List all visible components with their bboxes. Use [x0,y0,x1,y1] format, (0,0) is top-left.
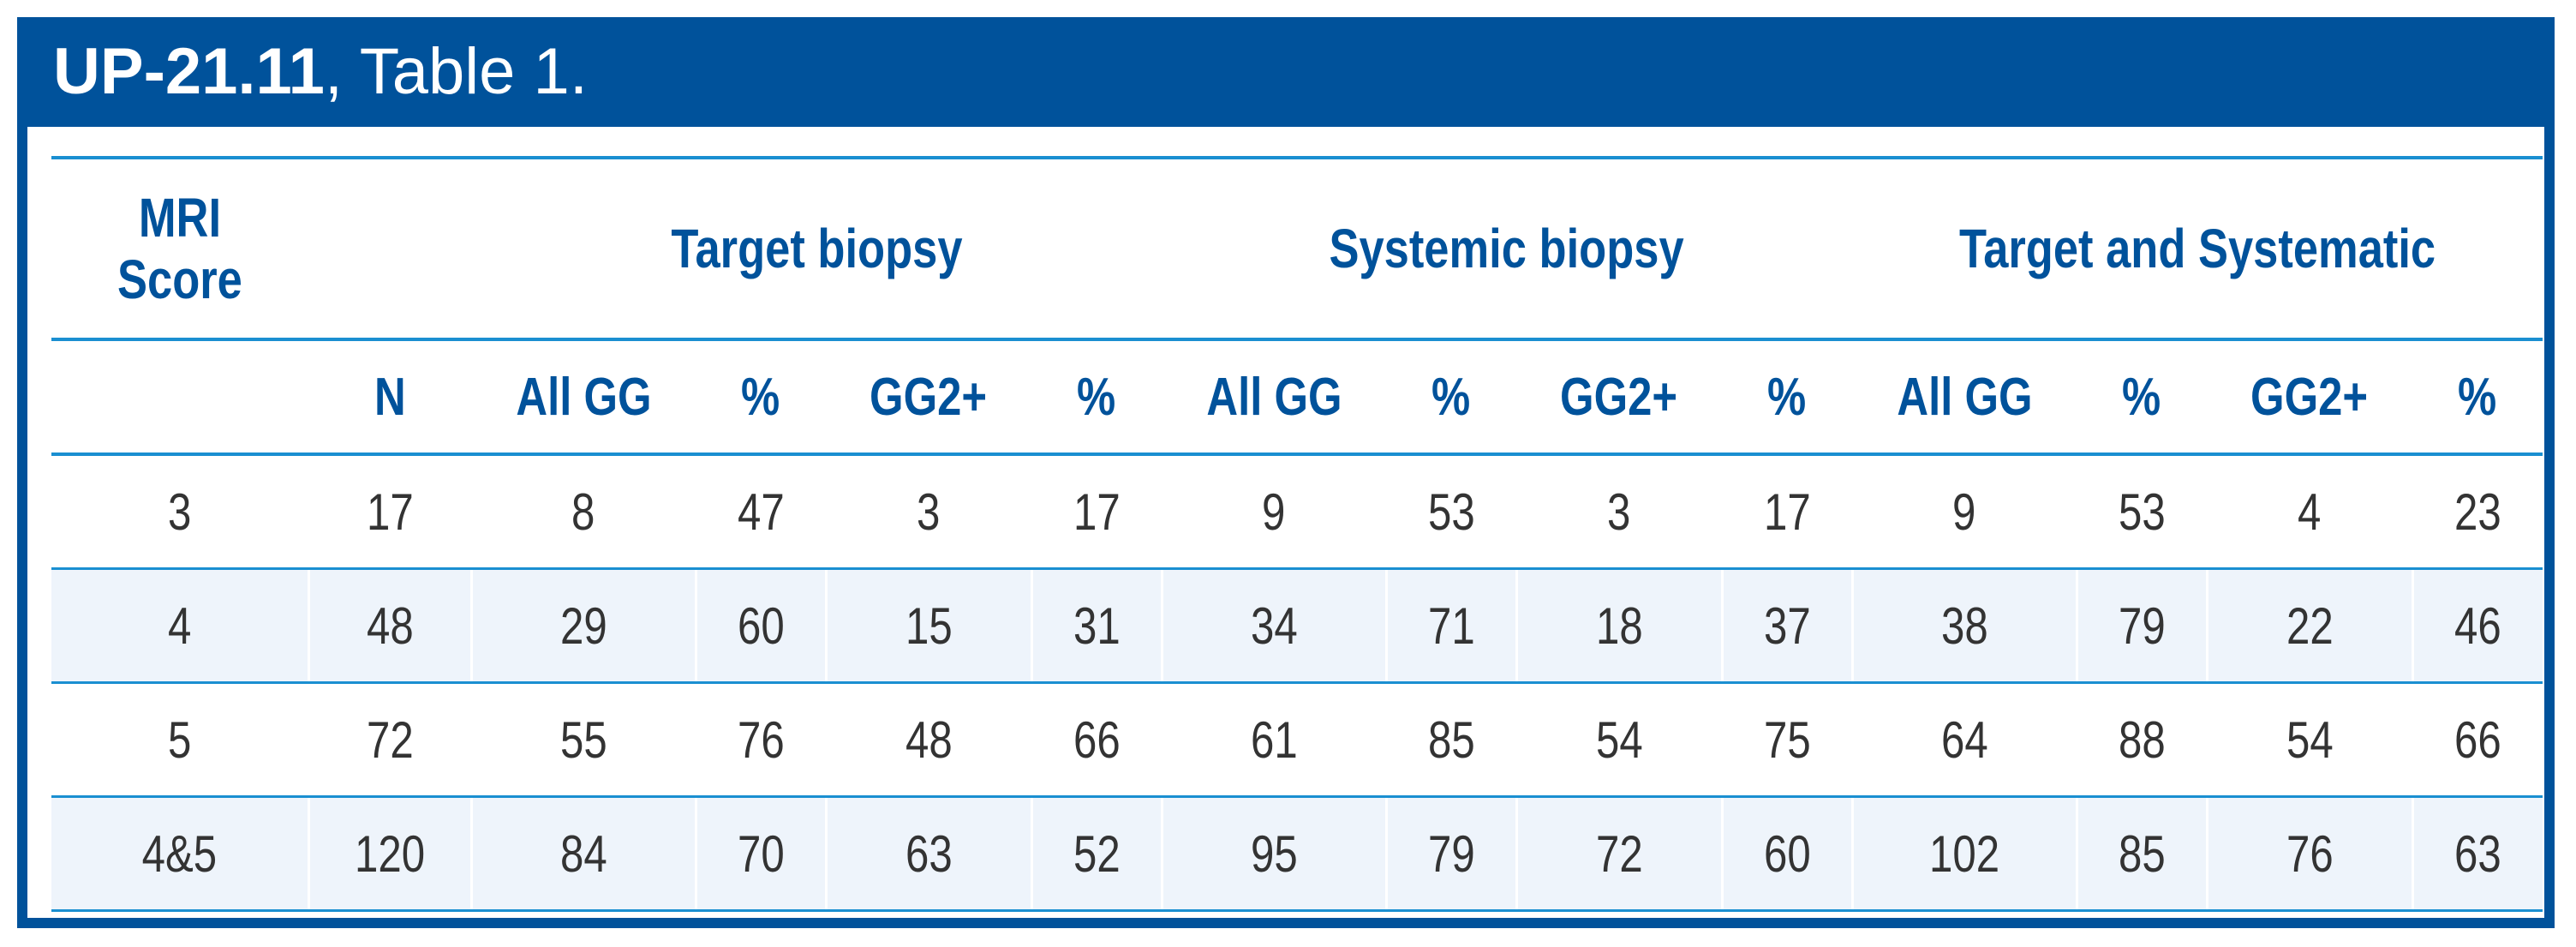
table-cell: 63 [824,796,1031,912]
group-target-biopsy: Target biopsy [471,156,1162,341]
table-panel: MRI Score Target biopsy Systemic biopsy T… [27,127,2544,918]
table-cell: 70 [694,796,826,912]
table-cell: 9 [1160,454,1386,570]
table-cell: 17 [307,454,471,570]
mri-score-cell: 3 [51,454,308,570]
table-cell: 72 [307,682,471,798]
table-cell: 53 [1384,454,1516,570]
table-cell: 84 [469,796,696,912]
table-cell: 29 [469,568,696,684]
table-cell: 52 [1030,796,1162,912]
table-cell: 22 [2205,568,2413,684]
column-header: GG2+ [1516,339,1722,456]
table-cell: 38 [1850,568,2077,684]
mri-score-line2: Score [117,249,242,310]
table-cell: 66 [1030,682,1162,798]
table-cell: 54 [1515,682,1722,798]
column-header: % [2077,339,2208,456]
table-cell: 9 [1850,454,2077,570]
group-header-row: MRI Score Target biopsy Systemic biopsy T… [51,156,2543,341]
group-target-and-systematic: Target and Systematic [1852,156,2543,341]
table-cell: 60 [1720,796,1853,912]
table-cell: 15 [824,568,1031,684]
table-cell: 54 [2205,682,2413,798]
table-row: 4&5 120 84 70 63 52 95 79 72 60 102 85 76 63 [51,796,2543,912]
mri-score-cell: 5 [51,682,308,798]
table-cell: 63 [2411,796,2543,912]
results-table: MRI Score Target biopsy Systemic biopsy T… [51,156,2543,912]
table-row: 3 17 8 47 3 17 9 53 3 17 9 53 4 23 [51,454,2543,570]
table-cell: 75 [1720,682,1853,798]
mri-score-header: MRI Score [51,156,308,341]
table-cell: 88 [2075,682,2208,798]
column-header: GG2+ [826,339,1031,456]
n-group-spacer [308,156,471,341]
table-cell: 102 [1850,796,2077,912]
column-header: All GG [1162,339,1386,456]
column-header: % [2412,339,2543,456]
table-cell: 71 [1384,568,1516,684]
table-cell: 48 [824,682,1031,798]
column-header: % [696,339,826,456]
table-row: 5 72 55 76 48 66 61 85 54 75 64 88 54 66 [51,682,2543,798]
column-header [51,339,308,456]
mri-score-cell: 4&5 [51,796,308,912]
title-rest: , Table 1. [324,35,588,108]
table-cell: 120 [307,796,471,912]
table-cell: 37 [1720,568,1853,684]
title-code: UP-21.11 [53,35,325,108]
table-cell: 53 [2075,454,2208,570]
table-cell: 61 [1160,682,1386,798]
table-cell: 3 [1515,454,1722,570]
column-header: All GG [471,339,696,456]
table-row: 4 48 29 60 15 31 34 71 18 37 38 79 22 46 [51,568,2543,684]
table-cell: 18 [1515,568,1722,684]
column-header: All GG [1852,339,2077,456]
column-header: % [1031,339,1162,456]
table-title: UP-21.11, Table 1. [17,17,2555,127]
table-cell: 47 [694,454,826,570]
table-body: 3 17 8 47 3 17 9 53 3 17 9 53 4 23 4 48 29 60 15 31 34 71 18 37… [51,454,2543,912]
table-cell: 4 [2205,454,2413,570]
column-header: GG2+ [2207,339,2413,456]
table-cell: 85 [1384,682,1516,798]
table-frame: UP-21.11, Table 1. MRI Score Target biops… [17,17,2555,928]
table-cell: 46 [2411,568,2543,684]
table-cell: 72 [1515,796,1722,912]
table-cell: 55 [469,682,696,798]
table-cell: 8 [469,454,696,570]
table-cell: 17 [1720,454,1853,570]
group-systemic-biopsy: Systemic biopsy [1162,156,1853,341]
table-cell: 23 [2411,454,2543,570]
column-header: N [308,339,471,456]
table-cell: 79 [2075,568,2208,684]
column-header: % [1722,339,1853,456]
mri-score-line1: MRI [138,187,222,249]
mri-score-cell: 4 [51,568,308,684]
table-cell: 76 [2205,796,2413,912]
table-cell: 95 [1160,796,1386,912]
column-header-row: N All GG% GG2+% All GG% GG2+% All GG% GG2+% [51,339,2543,456]
table-cell: 85 [2075,796,2208,912]
table-cell: 17 [1030,454,1162,570]
table-cell: 76 [694,682,826,798]
table-cell: 79 [1384,796,1516,912]
table-cell: 66 [2411,682,2543,798]
table-cell: 64 [1850,682,2077,798]
table-cell: 60 [694,568,826,684]
table-cell: 34 [1160,568,1386,684]
table-cell: 31 [1030,568,1162,684]
table-cell: 48 [307,568,471,684]
table-cell: 3 [824,454,1031,570]
column-header: % [1386,339,1516,456]
